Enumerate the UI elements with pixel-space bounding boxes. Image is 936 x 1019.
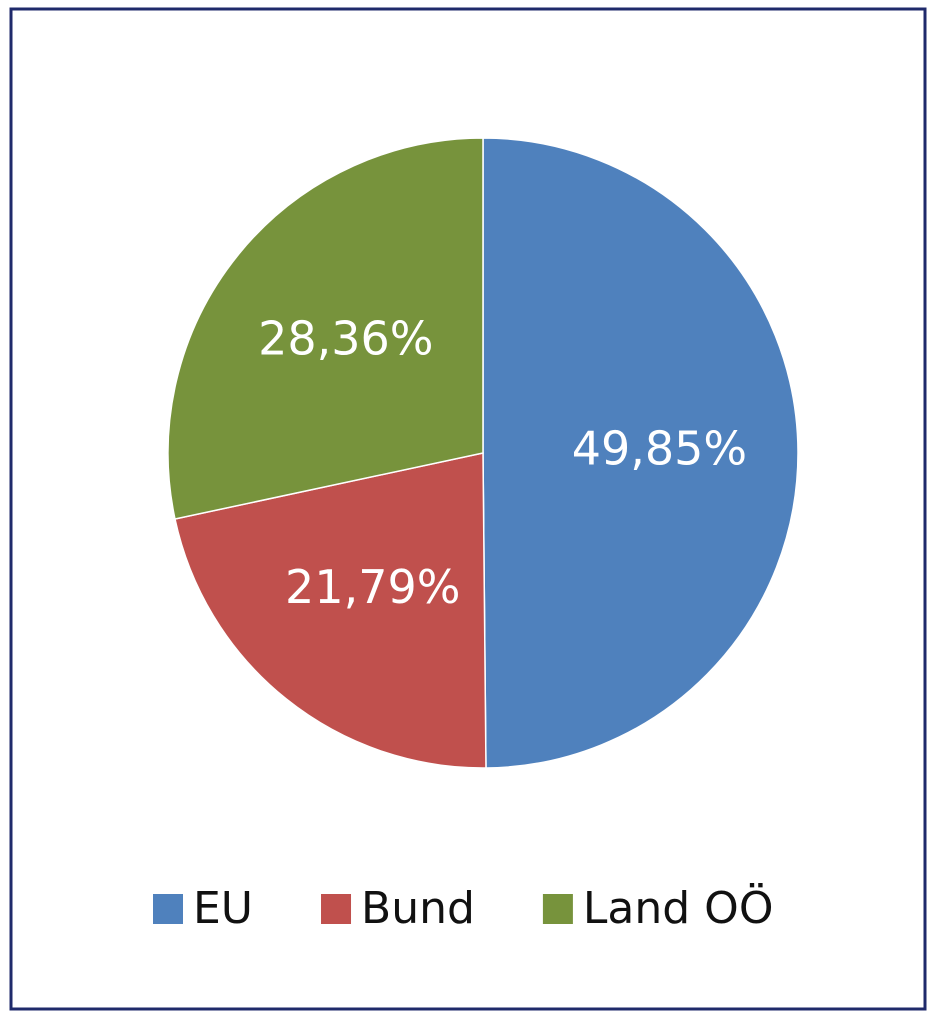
- data-label: 28,36%: [258, 312, 433, 366]
- legend-label: Bund: [361, 883, 475, 934]
- legend-label: EU: [193, 883, 253, 934]
- legend-label: Land OÖ: [583, 882, 774, 934]
- legend-swatch: [153, 894, 183, 924]
- pie-slice: [482, 137, 799, 769]
- legend-swatch: [542, 894, 573, 924]
- pie-slice: [174, 452, 487, 769]
- legend-swatch: [321, 894, 352, 924]
- data-label: 21,79%: [285, 560, 460, 614]
- data-label: 49,85%: [572, 422, 747, 476]
- pie-slice: [167, 137, 484, 520]
